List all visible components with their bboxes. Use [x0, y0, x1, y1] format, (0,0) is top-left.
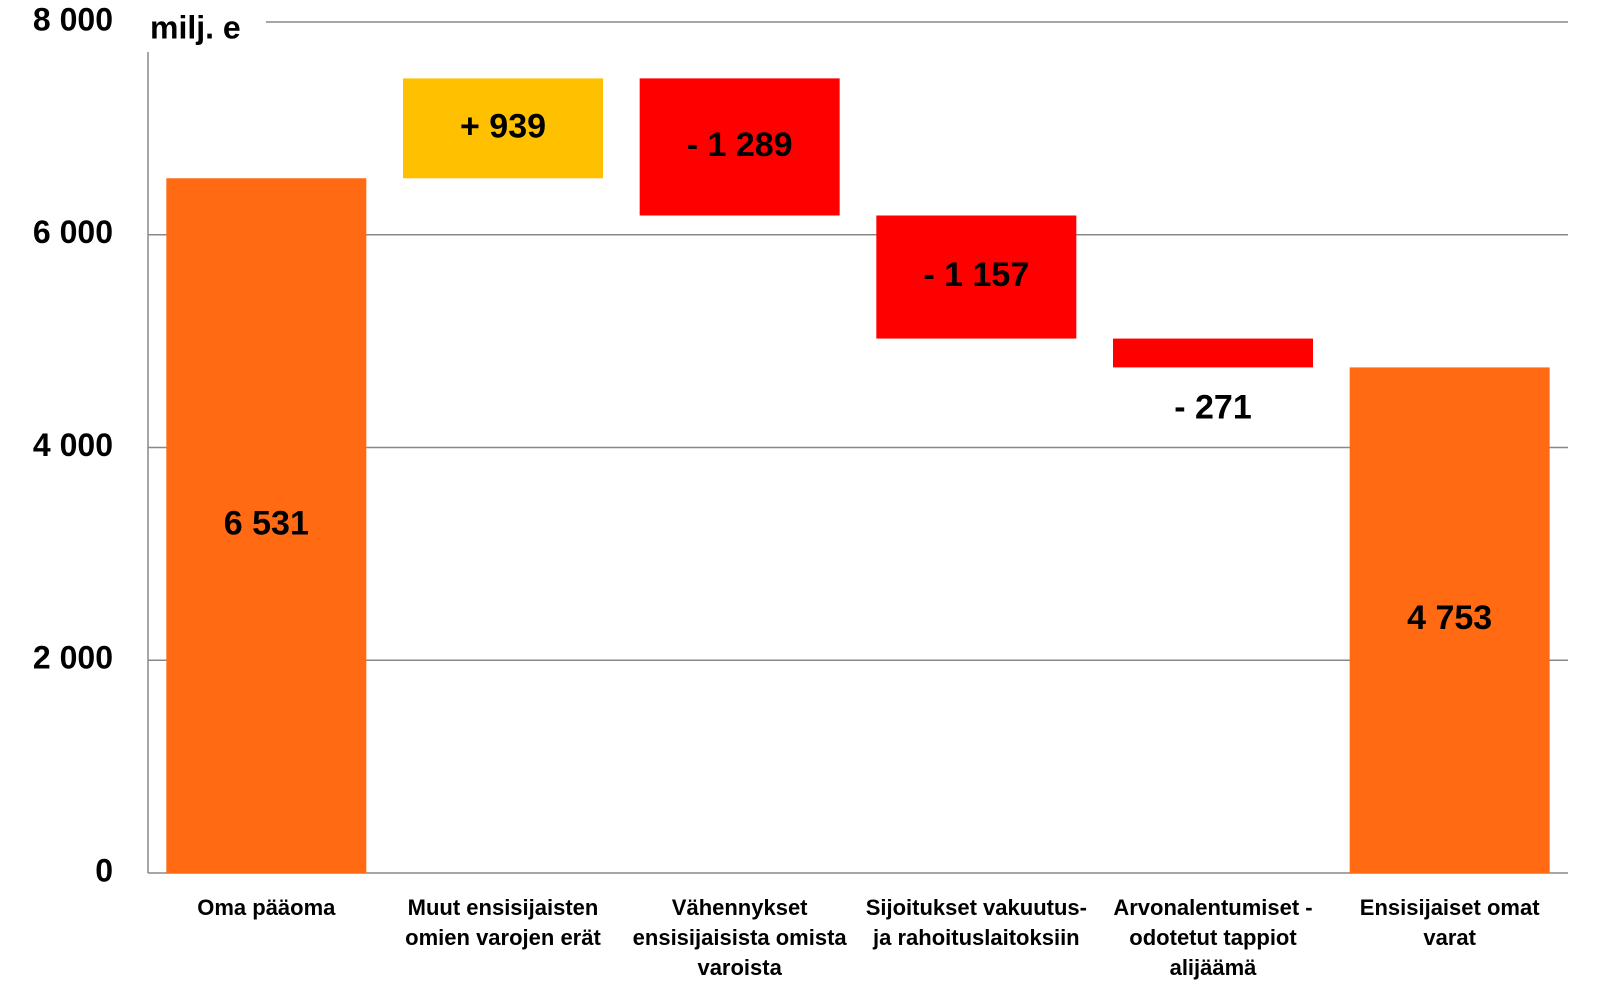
bar — [1349, 367, 1550, 873]
bar — [639, 78, 840, 216]
y-tick-label: 0 — [95, 852, 113, 888]
y-axis-label: milj. e — [150, 9, 241, 45]
x-tick-label: Vähennykset ensisijaisista omista varois… — [632, 895, 847, 980]
value-label: - 1 157 — [923, 256, 1029, 294]
y-tick-label: 6 000 — [33, 214, 113, 250]
y-tick-label: 8 000 — [33, 1, 113, 37]
value-label: - 1 289 — [687, 126, 793, 164]
value-label: 4 753 — [1407, 599, 1492, 637]
bar — [876, 215, 1077, 339]
y-tick-label: 4 000 — [33, 427, 113, 463]
bar — [166, 178, 367, 873]
x-tick-label: Arvonalentumiset - odotetut tappiot alij… — [1113, 895, 1313, 980]
value-label: + 939 — [460, 107, 546, 145]
x-tick-label: Ensisijaiset omat varat — [1359, 895, 1540, 950]
x-tick-label: Oma pääoma — [197, 895, 336, 920]
x-tick-label: Sijoitukset vakuutus- ja rahoituslaitoks… — [865, 895, 1087, 950]
value-label: - 271 — [1174, 388, 1252, 426]
y-tick-label: 2 000 — [33, 640, 113, 676]
bar — [403, 78, 603, 179]
axis-label-bg — [140, 4, 266, 44]
x-tick-label: Muut ensisijaisten omien varojen erät — [405, 895, 601, 950]
bar — [1113, 338, 1313, 368]
value-label: 6 531 — [224, 505, 309, 543]
